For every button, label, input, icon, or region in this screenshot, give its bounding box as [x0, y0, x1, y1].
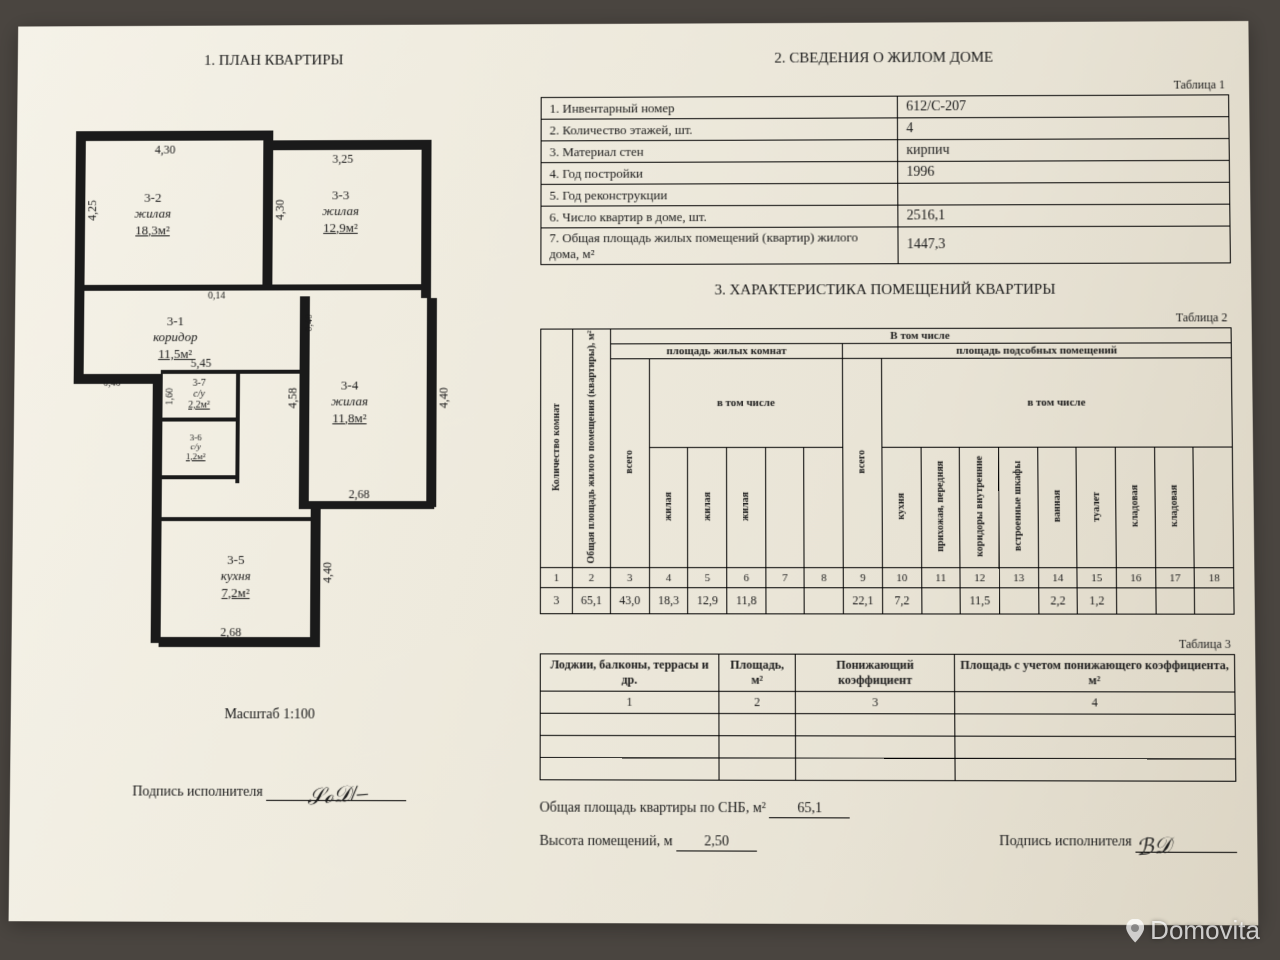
info-row: 2. Количество этажей, шт.4 — [541, 117, 1229, 141]
tables-column: 2. СВЕДЕНИЯ О ЖИЛОМ ДОМЕ Таблица 1 1. Ин… — [539, 41, 1237, 905]
room-3-6: 3-6 с/у 1,2м² — [186, 433, 206, 461]
room-3-2: 3-2 жилая 18,3м² — [134, 190, 171, 238]
section3-title: 3. ХАРАКТЕРИСТИКА ПОМЕЩЕНИЙ КВАРТИРЫ — [540, 281, 1231, 299]
dim-458: 4,58 — [285, 388, 300, 409]
signature-left: Подпись исполнителя 𝒮ℴ𝒟/‒ — [30, 773, 510, 801]
signature-right: Подпись исполнителя ℬ𝒟 — [999, 825, 1237, 853]
dim-r4w: 2,68 — [349, 487, 370, 502]
info-row: 4. Год постройки1996 — [541, 160, 1230, 184]
dim-040b: 0,40 — [304, 314, 315, 331]
dim-corridor: 5,45 — [191, 356, 212, 371]
info-row: 5. Год реконструкции — [541, 182, 1230, 206]
info-row: 6. Число квартир в доме, шт.2516,1 — [541, 204, 1230, 228]
room-3-7: 3-7 с/у 2,2м² — [188, 378, 210, 411]
floorplan: 3-2 жилая 18,3м² 3-3 жилая 12,9м² 3-1 ко… — [31, 80, 491, 677]
dim-kw: 2,68 — [220, 625, 241, 640]
floorplan-column: 1. ПЛАН КВАРТИРЫ — [29, 44, 511, 903]
table2-caption: Таблица 2 — [544, 310, 1227, 326]
table3: Лоджии, балконы, террасы и др.Площадь, м… — [540, 654, 1237, 782]
dim-wch: 1,60 — [165, 388, 176, 405]
room-3-3: 3-3 жилая 12,9м² — [322, 187, 359, 235]
info-row: 7. Общая площадь жилых помещений (кварти… — [541, 226, 1230, 265]
section1-title: 1. ПЛАН КВАРТИРЫ — [37, 52, 511, 71]
dim-corridor-small: 0,40 — [103, 378, 120, 389]
scale-note: Масштаб 1:100 — [31, 707, 510, 724]
dim-r4h: 4,40 — [437, 387, 452, 408]
dim-top-left: 4,30 — [155, 143, 176, 158]
info-row: 3. Материал стенкирпич — [541, 139, 1229, 163]
dim-mid-v: 4,30 — [273, 199, 288, 220]
bottom-facts: Общая площадь квартиры по СНБ, м² 65,1 В… — [539, 801, 1237, 853]
dim-top-right: 3,25 — [332, 152, 353, 167]
pin-icon — [1126, 919, 1144, 943]
info-table: 1. Инвентарный номер612/С-2072. Количест… — [540, 94, 1230, 265]
characteristics-table: Количество комнат Общая площадь жилого п… — [540, 327, 1235, 615]
dim-kh: 4,40 — [320, 562, 335, 583]
table3-caption: Таблица 3 — [544, 637, 1231, 653]
info-row: 1. Инвентарный номер612/С-207 — [541, 95, 1229, 119]
document-sheet: 1. ПЛАН КВАРТИРЫ — [9, 21, 1259, 925]
section2-title: 2. СВЕДЕНИЯ О ЖИЛОМ ДОМЕ — [541, 49, 1229, 69]
dim-left: 4,25 — [85, 200, 100, 221]
table1-caption: Таблица 1 — [545, 78, 1225, 96]
dim-small: 0,14 — [208, 291, 225, 302]
watermark: Domovita — [1126, 915, 1260, 946]
room-3-4: 3-4 жилая 11,8м² — [331, 378, 368, 427]
room-3-1: 3-1 коридор 11,5м² — [153, 313, 198, 361]
room-3-5: 3-5 кухня 7,2м² — [221, 552, 251, 601]
